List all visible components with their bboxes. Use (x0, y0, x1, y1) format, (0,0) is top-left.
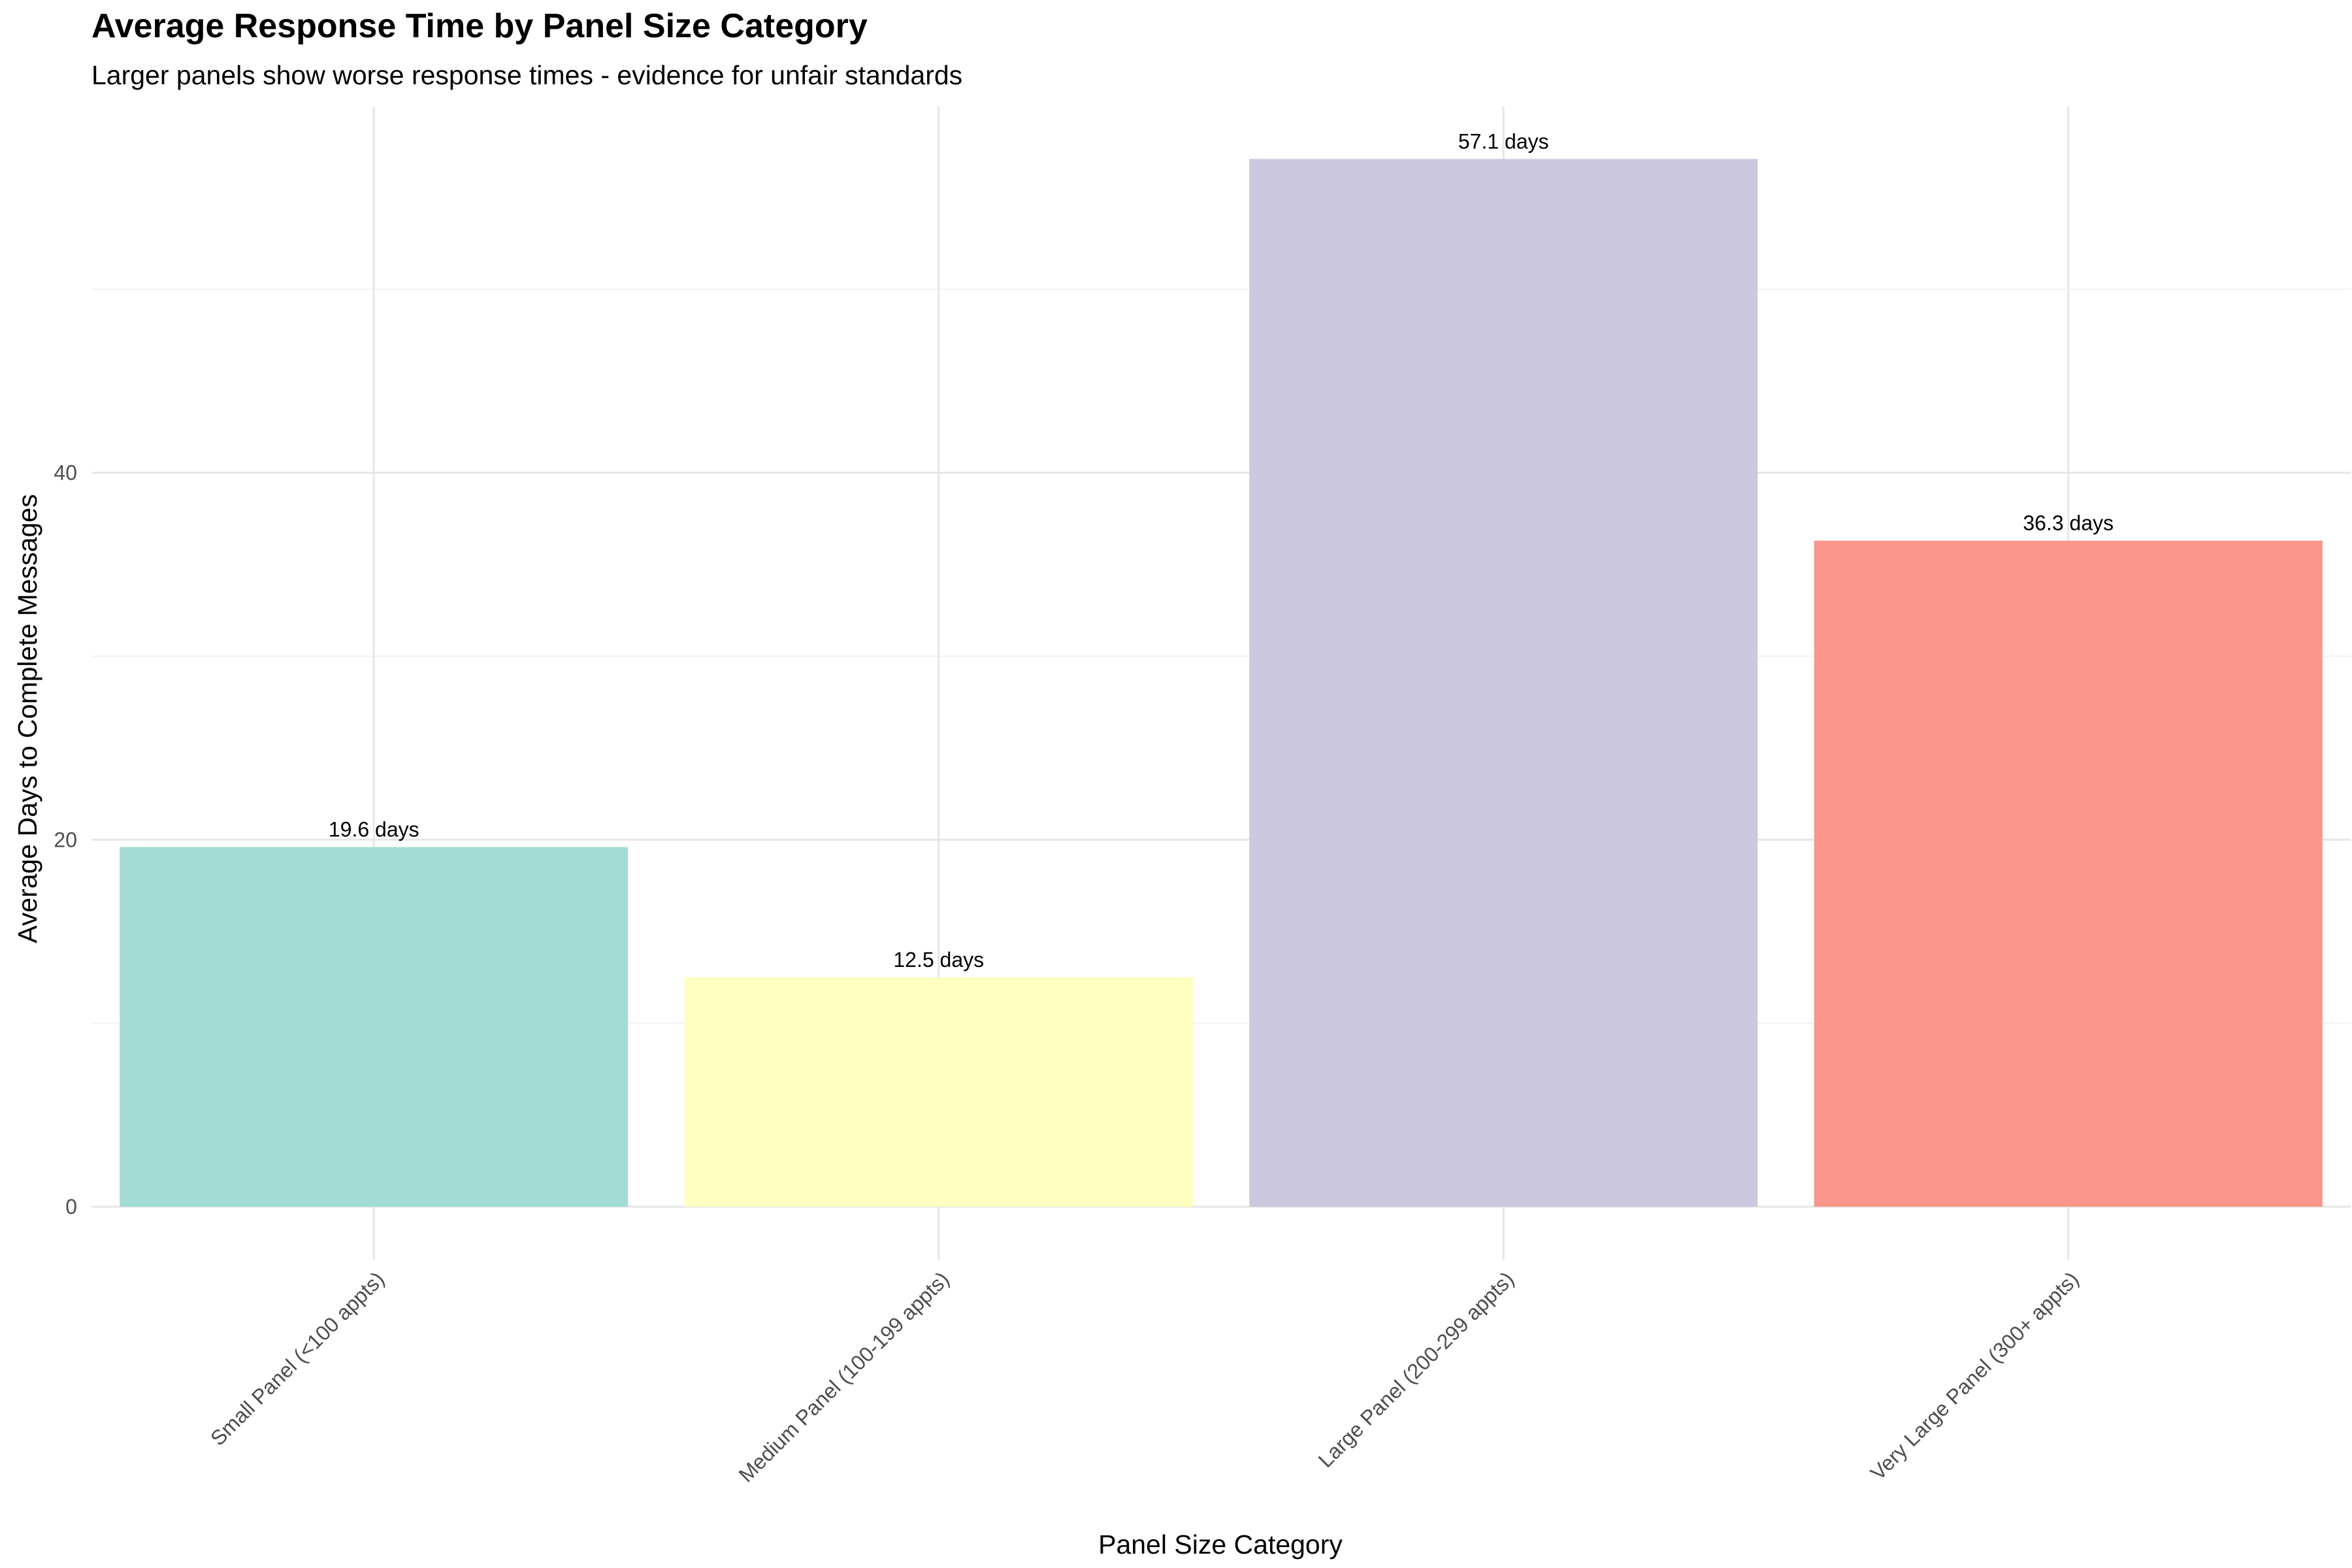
bar-labels: 19.6 days 12.5 days 57.1 days 36.3 days (329, 129, 2114, 972)
chart-title: Average Response Time by Panel Size Cate… (91, 7, 868, 45)
bar (120, 847, 629, 1207)
x-tick-label: Medium Panel (100-199 appts) (734, 1267, 954, 1486)
y-axis-title: Average Days to Complete Messages (12, 494, 42, 943)
bar (1814, 540, 2323, 1207)
bar (1249, 159, 1758, 1207)
bars (120, 159, 2323, 1207)
y-tick-label: 0 (65, 1195, 77, 1218)
bar-data-label: 36.3 days (2023, 512, 2114, 535)
bar-data-label: 57.1 days (1458, 129, 1549, 153)
y-tick-label: 40 (54, 461, 77, 485)
x-tick-label: Very Large Panel (300+ appts) (1866, 1267, 2083, 1484)
x-tick-label: Small Panel (<100 appts) (206, 1267, 389, 1450)
bar-data-label: 19.6 days (329, 818, 419, 841)
y-tick-label: 20 (54, 828, 77, 851)
bar-data-label: 12.5 days (893, 948, 984, 972)
x-axis-ticks: Small Panel (<100 appts) Medium Panel (10… (206, 1267, 2083, 1486)
bar (684, 977, 1193, 1207)
x-axis-title: Panel Size Category (1098, 1529, 1343, 1560)
chart-subtitle: Larger panels show worse response times … (91, 60, 963, 90)
y-axis-ticks: 0 20 40 (54, 461, 77, 1218)
x-tick-label: Large Panel (200-299 appts) (1314, 1267, 1519, 1472)
